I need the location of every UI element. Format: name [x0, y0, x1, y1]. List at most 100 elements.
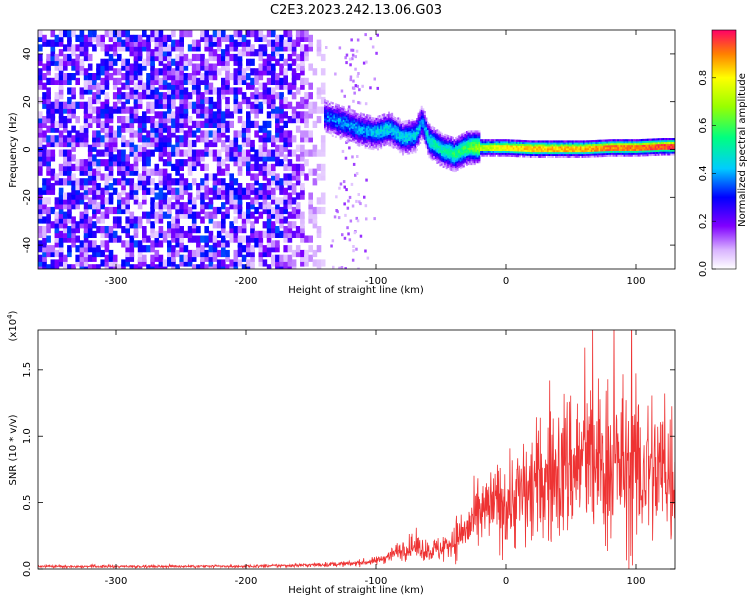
spectrogram-noise-cell	[320, 144, 326, 152]
spectrogram-ridge-cell	[498, 141, 501, 144]
spectrogram-ridge-cell	[461, 166, 464, 169]
spectrogram-ridge-cell	[355, 122, 358, 125]
spectrogram-ridge-cell	[419, 128, 422, 131]
spectrogram-noise-cell	[266, 249, 272, 258]
spectrogram-ridge-cell	[472, 130, 475, 133]
spectrogram-ridge-cell	[448, 143, 451, 146]
spectrogram-ridge-cell	[402, 128, 404, 131]
spectrogram-noise-cell	[204, 87, 209, 95]
spectrogram-noise-cell	[183, 77, 189, 85]
spectrogram-noise-cell	[275, 183, 280, 191]
spectrogram-noise-cell	[67, 96, 72, 105]
spectrogram-ridge-cell	[500, 145, 503, 148]
spectrogram-noise-cell	[158, 202, 164, 210]
spectrogram-noise-cell	[208, 68, 214, 76]
spectrogram-ridge-cell	[540, 155, 543, 158]
spectrogram-noise-cell	[142, 192, 147, 200]
spectrogram-noise-cell	[179, 206, 184, 215]
spectrogram-ridge-cell	[359, 139, 362, 142]
spectrogram-ridge-cell	[405, 145, 408, 148]
spectrogram-ridge-cell	[409, 148, 412, 151]
spectrogram-ridge-cell	[500, 152, 503, 155]
spectrogram-noise-cell	[150, 197, 155, 205]
spectrogram-noise-cell	[258, 68, 264, 76]
spectrogram-ridge-cell	[439, 158, 442, 161]
spectrogram-noise-cell	[233, 192, 239, 200]
spectrogram-ridge-cell	[436, 135, 439, 138]
spectrogram-noise-cell	[46, 39, 51, 47]
spectrogram-ridge-cell	[553, 140, 556, 143]
spectrogram-noise-cell	[142, 226, 147, 234]
spectrogram-ridge-cell	[467, 157, 470, 160]
spectrogram-ridge-cell	[350, 116, 353, 119]
spectrogram-noise-cell	[117, 92, 122, 100]
spectrogram-noise-cell	[38, 73, 43, 81]
spectrogram-ridge-cell	[428, 127, 431, 130]
spectrogram-noise-cell	[46, 96, 51, 105]
spectrogram-noise-cell	[96, 130, 101, 138]
spectrogram-noise-cell	[237, 192, 243, 200]
spectrogram-noise-cell	[100, 173, 105, 181]
spectrogram-noise-cell	[42, 254, 47, 262]
spectrogram-noise-cell	[241, 73, 247, 81]
spectrogram-noise-cell	[104, 49, 110, 57]
spectrogram-ridge-cell	[437, 143, 440, 147]
spectrogram-noise-cell	[229, 202, 234, 210]
spectrogram-ridge-cell	[626, 148, 629, 151]
spectrogram-noise-cell	[179, 202, 184, 210]
spectrogram-ridge-cell	[459, 163, 462, 166]
spectrogram-noise-cell	[79, 63, 85, 71]
spectrogram-noise-cell	[71, 197, 76, 205]
spectrogram-ridge-cell	[333, 110, 336, 113]
spectrogram-ridge-cell	[403, 122, 406, 125]
spectrogram-ridge-cell	[604, 154, 607, 157]
spectrogram-noise-cell	[183, 87, 189, 95]
spectrogram-ridge-cell	[462, 153, 465, 156]
spectrogram-ridge-cell	[386, 137, 389, 140]
spectrogram-noise-cell	[196, 159, 201, 167]
spectrogram-noise-cell	[108, 44, 114, 52]
spectrogram-ridge-cell	[419, 134, 422, 137]
spectrogram-ridge-cell	[529, 146, 532, 149]
spectrogram-ridge-cell	[581, 140, 584, 143]
spectrogram-noise-cell	[108, 106, 114, 114]
spectrogram-ridge-cell	[420, 136, 423, 139]
spectrogram-noise-cell	[87, 87, 93, 95]
spectrogram-noise-cell	[246, 206, 251, 215]
spectrogram-speckle-cell	[353, 231, 357, 235]
spectrogram-ridge-cell	[344, 116, 347, 119]
spectrogram-noise-cell	[38, 34, 43, 42]
spectrogram-noise-cell	[316, 39, 322, 47]
spectrogram-noise-cell	[79, 183, 85, 191]
spectrogram-noise-cell	[300, 183, 305, 191]
spectrogram-speckle-cell	[344, 267, 347, 269]
spectrogram-noise-cell	[221, 116, 226, 124]
spectrogram-ridge-cell	[645, 152, 648, 155]
spectrogram-noise-cell	[129, 235, 135, 243]
spectrogram-ridge-cell	[408, 136, 411, 140]
spectrogram-ridge-cell	[626, 152, 629, 155]
spectrogram-ridge-cell	[383, 130, 386, 133]
spectrogram-speckle-cell	[338, 46, 342, 50]
spectrogram-ridge-cell	[547, 151, 550, 155]
spectrogram-ridge-cell	[408, 138, 411, 141]
spectrogram-noise-cell	[92, 34, 97, 42]
spectrogram-ridge-cell	[403, 126, 406, 129]
spectrogram-ridge-cell	[573, 155, 576, 158]
spectrogram-noise-cell	[279, 116, 284, 124]
spectrogram-ridge-cell	[575, 155, 578, 158]
spectrogram-noise-cell	[175, 73, 180, 81]
spectrogram-noise-cell	[108, 130, 114, 138]
spectrogram-ridge-cell	[373, 134, 376, 137]
spectrogram-noise-cell	[320, 53, 326, 62]
spectrogram-ridge-cell	[347, 109, 350, 112]
spectrogram-ridge-cell	[388, 136, 390, 139]
spectrogram-ridge-cell	[528, 151, 531, 154]
spectrogram-noise-cell	[266, 245, 272, 253]
spectrogram-noise-cell	[175, 111, 180, 119]
spectrogram-noise-cell	[271, 111, 276, 119]
spectrogram-ridge-cell	[398, 130, 401, 133]
spectrogram-ridge-cell	[364, 133, 367, 136]
spectrogram-noise-cell	[291, 149, 297, 157]
spectrogram-ridge-cell	[600, 153, 603, 156]
